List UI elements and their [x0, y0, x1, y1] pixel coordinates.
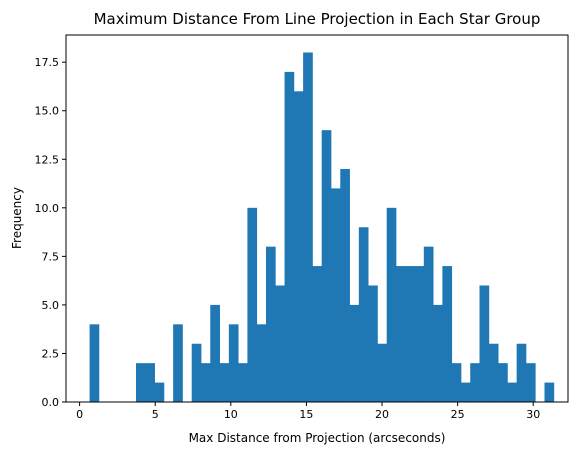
histogram-bar — [330, 188, 341, 402]
histogram-bar — [414, 266, 425, 402]
histogram-bar — [433, 304, 443, 402]
histogram-bar — [247, 207, 258, 402]
histogram-bar — [349, 304, 360, 402]
histogram-bar — [442, 266, 453, 402]
histogram-bar — [507, 382, 518, 402]
histogram-bar — [395, 266, 406, 402]
y-tick-label: 0.0 — [42, 396, 60, 409]
histogram-bar — [275, 285, 285, 402]
plot-frame — [65, 34, 569, 403]
histogram-bar — [488, 343, 499, 402]
x-tick-label: 5 — [152, 408, 159, 421]
histogram-bar — [460, 382, 471, 402]
y-tick-label: 2.5 — [42, 347, 60, 360]
histogram-bar — [321, 130, 332, 402]
histogram-bar — [173, 324, 183, 402]
histogram-bar — [340, 168, 350, 402]
y-tick-label: 7.5 — [42, 250, 60, 263]
bars-group — [89, 52, 555, 402]
histogram-bar — [451, 363, 462, 402]
histogram-bar — [544, 382, 555, 402]
histogram-bar — [256, 324, 267, 402]
histogram-bar — [516, 343, 527, 402]
histogram-bar — [377, 343, 388, 402]
y-axis-label: Frequency — [10, 187, 24, 249]
y-tick-label: 15.0 — [35, 105, 60, 118]
y-tick-label: 17.5 — [35, 56, 60, 69]
histogram-bar — [368, 285, 378, 402]
histogram-bar — [201, 363, 211, 402]
histogram-bar — [293, 91, 304, 402]
histogram-bar — [423, 246, 434, 402]
histogram-bar — [228, 324, 239, 402]
histogram-bar — [470, 363, 480, 402]
x-tick-label: 0 — [76, 408, 83, 421]
histogram-bar — [265, 246, 276, 402]
histogram-bar — [525, 363, 536, 402]
x-tick-label: 15 — [299, 408, 313, 421]
x-tick-label: 10 — [224, 408, 238, 421]
y-tick-label: 12.5 — [35, 153, 60, 166]
histogram-bar — [312, 266, 323, 402]
histogram-bar — [238, 363, 248, 402]
histogram-bar — [210, 304, 220, 402]
histogram-bar — [219, 363, 230, 402]
histogram-bar — [136, 363, 146, 402]
y-tick-label: 10.0 — [35, 202, 60, 215]
histogram-bar — [479, 285, 490, 402]
histogram-bar — [386, 207, 397, 402]
histogram-bar — [89, 324, 100, 402]
y-axis-ticks: 0.0 2.5 5.0 7.5 10.0 12.5 15.0 17.5 — [35, 56, 66, 409]
histogram-bar — [191, 343, 202, 402]
chart-title: Maximum Distance From Line Projection in… — [94, 10, 541, 28]
histogram-bar — [303, 52, 313, 402]
y-tick-label: 5.0 — [42, 299, 60, 312]
histogram-bar — [284, 71, 295, 402]
x-tick-label: 30 — [526, 408, 540, 421]
histogram-bar — [154, 382, 165, 402]
histogram-bar — [498, 363, 508, 402]
x-tick-label: 25 — [451, 408, 465, 421]
histogram-bar — [358, 227, 369, 402]
histogram-bar — [405, 266, 415, 402]
x-tick-label: 20 — [375, 408, 389, 421]
histogram-bar — [145, 363, 155, 402]
x-axis-label: Max Distance from Projection (arcseconds… — [189, 431, 446, 445]
x-axis-ticks: 0 5 10 15 20 25 30 — [76, 402, 540, 421]
